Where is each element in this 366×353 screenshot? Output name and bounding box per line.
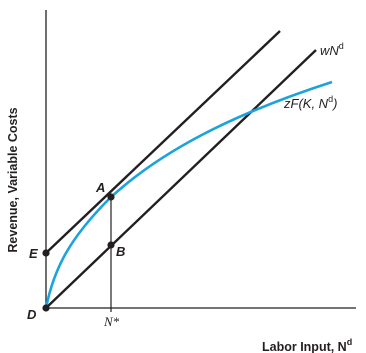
n-star-label: N* bbox=[103, 314, 120, 329]
point-b-label: B bbox=[116, 244, 125, 259]
point-e-label: E bbox=[29, 246, 38, 261]
revenue-curve-label: zF(K, Nd) bbox=[283, 94, 337, 111]
point-a-label: A bbox=[95, 180, 105, 195]
point-a-dot bbox=[107, 193, 115, 201]
y-axis-label: Revenue, Variable Costs bbox=[6, 107, 20, 252]
point-b-dot bbox=[107, 241, 115, 249]
point-d-dot bbox=[42, 304, 50, 312]
tangent-line-e bbox=[45, 30, 281, 254]
x-axis-label: Labor Input, Nd bbox=[262, 337, 352, 353]
point-e-dot bbox=[42, 249, 50, 257]
point-d-label: D bbox=[27, 307, 37, 322]
variable-cost-label: wNd bbox=[320, 41, 344, 58]
variable-cost-line bbox=[45, 49, 317, 309]
revenue-curve bbox=[44, 80, 333, 309]
